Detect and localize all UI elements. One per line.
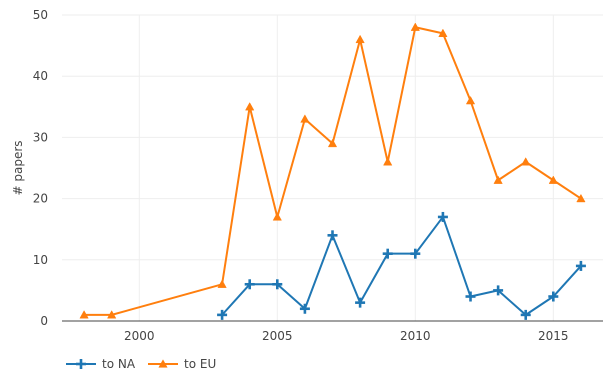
y-tick-label: 10	[33, 253, 48, 267]
x-tick-label: 2000	[124, 329, 155, 343]
legend[interactable]: to NA to EU	[66, 357, 216, 371]
data-point	[217, 279, 227, 288]
legend-item[interactable]: to NA	[66, 357, 136, 371]
data-point	[465, 291, 476, 302]
y-tick-label: 0	[40, 314, 48, 328]
data-point	[244, 279, 255, 290]
x-tick-label: 2005	[262, 329, 293, 343]
data-point	[245, 102, 255, 111]
legend-item[interactable]: to EU	[148, 357, 216, 371]
x-tick-label: 2015	[538, 329, 569, 343]
data-point	[382, 248, 393, 259]
data-point	[575, 260, 586, 271]
y-tick-label: 30	[33, 130, 48, 144]
data-point	[438, 28, 448, 37]
legend-marker	[76, 359, 86, 369]
data-point	[410, 22, 420, 31]
data-point	[299, 303, 310, 314]
y-axis-label: # papers	[11, 140, 25, 195]
data-point	[107, 310, 117, 319]
data-point	[272, 279, 283, 290]
data-point	[217, 309, 228, 320]
data-point	[493, 285, 504, 296]
series-line	[221, 215, 582, 316]
data-point	[493, 175, 503, 184]
data-point	[79, 310, 89, 319]
data-point	[383, 157, 393, 166]
gridlines	[62, 14, 603, 321]
data-point	[300, 114, 310, 123]
data-point	[355, 34, 365, 44]
data-point	[548, 175, 558, 184]
data-point	[520, 309, 531, 320]
data-point	[548, 291, 559, 302]
data-point	[465, 95, 476, 105]
data-point	[327, 138, 338, 148]
data-point	[576, 193, 586, 203]
y-tick-label: 20	[33, 192, 48, 206]
data-point	[327, 230, 338, 241]
y-tick-label: 50	[33, 8, 48, 22]
y-tick-label: 40	[33, 69, 48, 83]
series-to-eu	[79, 22, 586, 319]
series-line	[84, 26, 582, 316]
legend-label: to NA	[102, 357, 136, 371]
x-tick-label: 2010	[400, 329, 431, 343]
series-to-na	[217, 211, 586, 320]
axes: 2000 2005 2010 2015 0 10 20 30 40 50	[33, 8, 603, 343]
legend-label: to EU	[184, 357, 216, 371]
data-point	[410, 248, 421, 259]
data-point	[437, 211, 448, 222]
data-point	[272, 212, 282, 221]
series	[79, 22, 586, 320]
data-point	[521, 157, 531, 166]
legend-marker	[158, 359, 168, 368]
data-point	[355, 297, 366, 308]
